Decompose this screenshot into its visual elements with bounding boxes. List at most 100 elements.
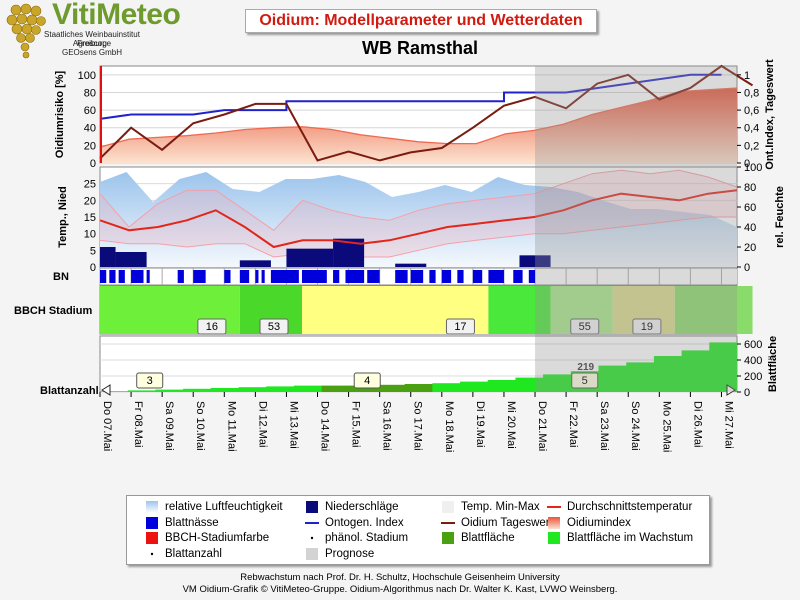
x-tick-label: Do 14.Mai: [319, 401, 331, 451]
weather-ytick-left: 5: [90, 245, 96, 257]
x-tick-label: Mo 18.Mai: [443, 401, 455, 452]
risk-ytick-right: 0,8: [744, 87, 759, 99]
bbch-segment: [488, 286, 551, 334]
oidiumindex-area: [100, 88, 737, 163]
blattnaesse-block: [367, 270, 380, 283]
blattflaeche-bar: [626, 362, 655, 392]
rain-bar: [395, 263, 427, 267]
x-tick-label: Sa 09.Mai: [163, 401, 175, 451]
blattanzahl-label: 4: [364, 375, 370, 387]
blattnaesse-block: [441, 270, 452, 283]
x-tick-label: Mi 27.Mai: [722, 401, 734, 449]
logo-line-1: Staatliches Weinbauinstitut Freiburg: [44, 30, 140, 48]
x-tick-label: So 24.Mai: [629, 401, 641, 451]
leaf-annotation: 219: [577, 362, 594, 373]
weather-ytick-right: 80: [744, 182, 756, 194]
bbch-label-box: [570, 318, 600, 335]
logo-title: VitiMeteo: [52, 0, 181, 31]
legend-label: Blattfläche: [461, 532, 515, 544]
blattnaesse-block: [429, 270, 436, 283]
risk-ylabel-right: Ont.Index, Tageswert: [764, 59, 776, 170]
blattflaeche-bar: [155, 389, 184, 392]
legend: relative Luftfeuchtigkeit Niederschläge Te…: [126, 495, 710, 565]
temp-max-line: [99, 169, 738, 231]
x-tick-label: Do 21.Mai: [536, 401, 548, 451]
risk-ytick-left: 20: [84, 140, 96, 152]
weather-ytick-left: 25: [84, 179, 96, 191]
legend-label: Ontogen. Index: [325, 516, 404, 529]
risk-ytick-left: 60: [84, 105, 96, 117]
blattflaeche-bar: [432, 383, 461, 392]
logo-line-2: Agroscope: [72, 39, 112, 48]
bbch-label: 19: [641, 321, 653, 333]
logo-line-3: GEOsens GmbH: [61, 48, 122, 57]
weather-ytick-right: 60: [744, 202, 756, 214]
legend-label: Niederschläge: [325, 501, 399, 513]
legend-symbol-tminmax-icon: [442, 501, 454, 513]
blattflaeche-bar: [293, 385, 323, 392]
legend-label: relative Luftfeuchtigkeit: [165, 501, 283, 513]
blattflaeche-bar: [460, 381, 489, 392]
rain-bar: [115, 252, 147, 267]
x-tick-label: Mi 13.Mai: [287, 401, 299, 449]
legend-symbol-bbch-icon: [146, 532, 158, 544]
blattflaeche-bar: [321, 385, 350, 392]
legend-symbol-tavg-icon: [547, 506, 561, 508]
blattflaeche-bar: [127, 390, 156, 392]
blattanzahl-label-box: [571, 372, 599, 389]
blattnaesse-block: [488, 270, 504, 283]
leaf-ytick-right: 200: [744, 371, 762, 383]
risk-ylabel-left: Oidiumrisiko [%]: [54, 70, 66, 158]
footer-line-1: Rebwachstum nach Prof. Dr. H. Schultz, H…: [240, 572, 560, 583]
bbch-stadium-label: BBCH Stadium: [14, 305, 92, 317]
x-tick-label: Do 07.Mai: [101, 401, 113, 451]
legend-label: BBCH-Stadiumfarbe: [165, 532, 270, 544]
legend-label: Durchschnittstemperatur: [567, 501, 693, 513]
blattnaesse-block: [177, 270, 184, 283]
blattnaesse-block: [239, 270, 250, 283]
bbch-label: 55: [579, 321, 591, 333]
blattflaeche-bar: [404, 384, 433, 392]
blattanzahl-label: 3: [147, 375, 153, 387]
station-name: WB Ramsthal: [361, 38, 478, 58]
legend-label: Blattfläche im Wachstum: [567, 532, 694, 544]
x-tick-label: So 17.Mai: [412, 401, 424, 451]
blattflaeche-bar: [183, 388, 212, 392]
blattnaesse-block: [255, 270, 259, 283]
scroll-left-arrow-icon: [101, 384, 111, 396]
legend-label: Blattnässe: [165, 516, 219, 529]
legend-symbol-forecast-icon: [306, 547, 318, 560]
temp-minmax-band: [100, 170, 737, 257]
blattnaesse-block: [109, 270, 116, 283]
rain-bar: [100, 247, 116, 267]
bbch-label-box: [259, 318, 289, 335]
blattflaeche-bar: [653, 356, 683, 392]
blattnaesse-block: [472, 270, 483, 283]
weather-ytick-right: 100: [744, 162, 762, 174]
blattflaeche-bar: [681, 350, 710, 392]
x-tick-label: Fr 15.Mai: [350, 401, 362, 447]
weather-ytick-left: 20: [84, 195, 96, 207]
legend-label: Blattanzahl: [165, 547, 222, 560]
x-tick-label: Fr 08.Mai: [132, 401, 144, 447]
x-tick-label: Mi 20.Mai: [505, 401, 517, 449]
oidiumindex-line: [99, 87, 738, 148]
bbch-label: 16: [206, 321, 218, 333]
blattnaesse-block: [528, 270, 536, 283]
leaf-ylabel-right: Blattfläche: [767, 336, 779, 392]
chart-title: Oidium: Modellparameter und Wetterdaten: [245, 9, 597, 33]
risk-ytick-right: 0,4: [744, 123, 759, 135]
bbch-label-box: [445, 318, 475, 335]
x-tick-label: Mo 11.Mai: [225, 401, 237, 452]
legend-label: phänol. Stadium: [325, 532, 409, 544]
blattnaesse-block: [395, 270, 408, 283]
legend-symbol-oidday-icon: [441, 521, 455, 524]
rain-bar: [519, 255, 551, 267]
legend-symbol-onto-icon: [305, 521, 319, 524]
legend-symbol-oidindex-icon: [548, 516, 560, 529]
blattflaeche-bar: [376, 384, 406, 392]
blattflaeche-bar: [709, 342, 738, 392]
blattnaesse-block: [457, 270, 464, 283]
legend-label: Prognose: [325, 547, 375, 560]
temp-avg-line: [99, 189, 738, 249]
